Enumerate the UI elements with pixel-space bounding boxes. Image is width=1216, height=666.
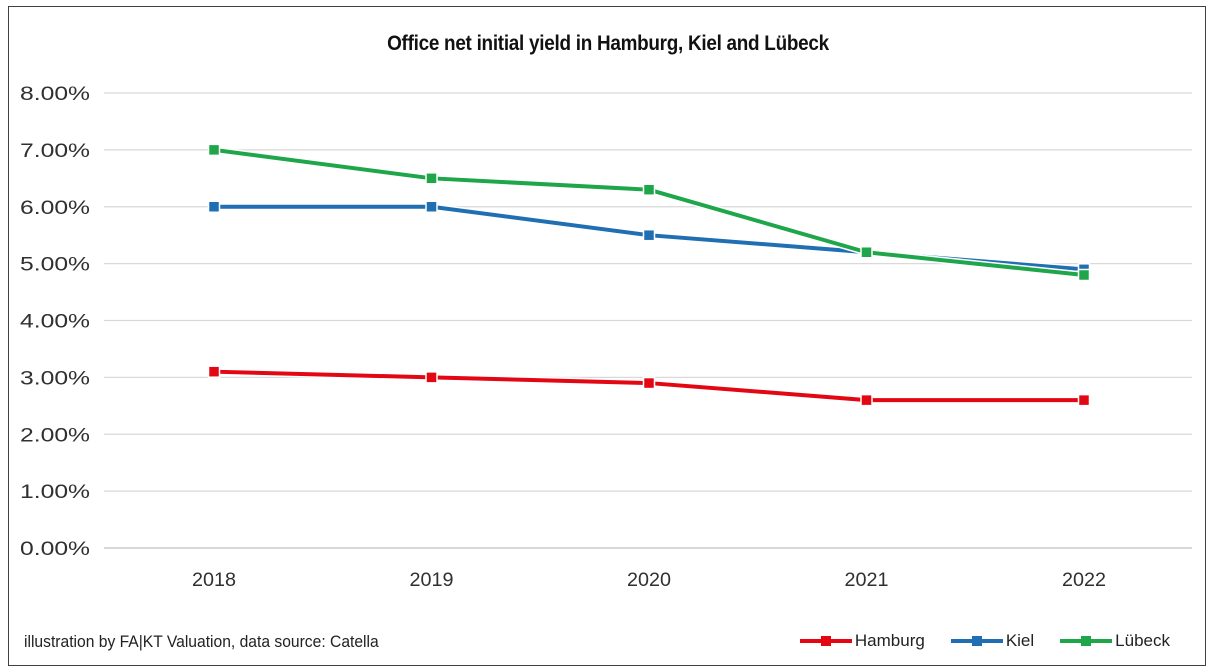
- x-tick-label: 2022: [1062, 570, 1106, 591]
- data-point-hamburg: [642, 376, 656, 390]
- x-tick-label: 2020: [627, 570, 671, 591]
- data-point-hamburg: [1077, 393, 1091, 407]
- y-tick-label: 4.00%: [20, 312, 90, 333]
- data-point-l-beck: [860, 246, 873, 259]
- data-point-kiel: [207, 200, 221, 213]
- y-tick-label: 6.00%: [20, 198, 90, 219]
- legend-label: Kiel: [1005, 631, 1035, 650]
- legend-item-kiel: Kiel: [950, 631, 1035, 651]
- y-tick-label: 8.00%: [20, 84, 90, 105]
- legend-swatch: [1060, 635, 1113, 647]
- data-point-l-beck: [207, 143, 221, 157]
- x-axis-ticks: 2018 2019 2020 2021 2022: [192, 570, 1106, 591]
- data-point-l-beck: [425, 172, 438, 185]
- gridlines: [104, 92, 1192, 549]
- legend-swatch: [950, 635, 1003, 647]
- y-tick-label: 0.00%: [20, 539, 90, 560]
- legend-label: Hamburg: [854, 631, 925, 650]
- legend-label: Lübeck: [1115, 631, 1170, 650]
- y-axis-ticks: 0.00% 1.00% 2.00% 3.00% 4.00% 5.00% 6.00% 7.00%…: [20, 84, 90, 560]
- source-note: illustration by FA|KT Valuation, data so…: [24, 632, 379, 651]
- y-tick-label: 7.00%: [20, 141, 90, 162]
- y-tick-label: 2.00%: [20, 425, 90, 446]
- legend-item-hamburg: Hamburg: [799, 631, 925, 651]
- x-tick-label: 2018: [192, 570, 236, 591]
- y-tick-label: 1.00%: [20, 482, 90, 503]
- data-point-kiel: [642, 228, 656, 242]
- data-point-kiel: [425, 200, 438, 213]
- legend: Hamburg Kiel Lübeck: [799, 631, 1170, 651]
- series-group: [207, 143, 1091, 407]
- data-point-hamburg: [860, 393, 873, 407]
- data-point-l-beck: [642, 183, 656, 196]
- chart-frame: [8, 6, 1206, 666]
- y-tick-label: 5.00%: [20, 255, 90, 276]
- data-point-l-beck: [1077, 268, 1091, 282]
- data-point-hamburg: [425, 371, 438, 384]
- data-point-hamburg: [207, 365, 221, 378]
- x-tick-label: 2019: [410, 570, 454, 591]
- x-tick-label: 2021: [845, 570, 889, 591]
- chart-title: Office net initial yield in Hamburg, Kie…: [387, 32, 829, 55]
- legend-swatch: [799, 635, 852, 647]
- legend-item-l-beck: Lübeck: [1060, 631, 1170, 651]
- y-tick-label: 3.00%: [20, 368, 90, 389]
